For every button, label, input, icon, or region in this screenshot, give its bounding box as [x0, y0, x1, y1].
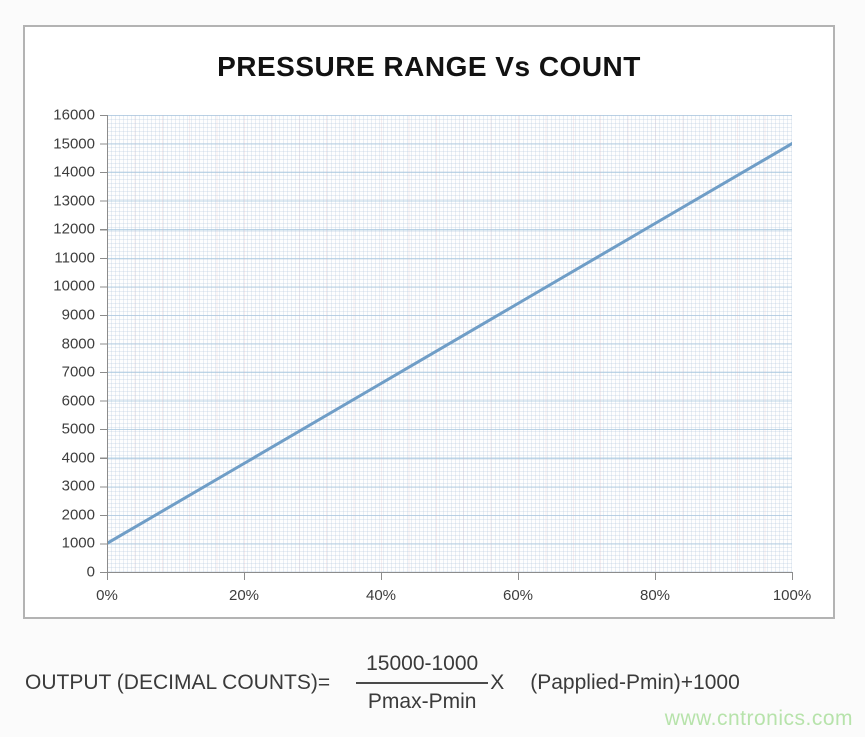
x-tick-label: 20%: [228, 587, 260, 604]
fraction-denominator: Pmax-Pmin: [367, 690, 477, 713]
y-tick-label: 15000: [53, 135, 95, 153]
y-tick-label: 14000: [53, 163, 95, 181]
watermark: www.cntronics.com: [664, 707, 853, 730]
data-line: [107, 142, 792, 545]
y-tick-label: 5000: [61, 420, 95, 438]
x-tick-label: 100%: [772, 587, 812, 604]
y-tick-label: 0: [86, 563, 95, 581]
x-tick-label: 80%: [639, 587, 671, 604]
y-tick-label: 13000: [53, 192, 95, 210]
chart-frame: PRESSURE RANGE Vs COUNT 16000 15000 14000 1…: [23, 25, 835, 619]
x-tick-label: 40%: [365, 587, 397, 604]
x-tick-label: 0%: [96, 587, 118, 604]
y-tick-label: 4000: [61, 449, 95, 467]
y-tick-label: 1000: [61, 534, 95, 552]
fraction-bar: [356, 682, 489, 684]
y-tick-label: 3000: [61, 477, 95, 495]
fraction-numerator: 15000-1000: [366, 652, 479, 675]
y-tick-label: 11000: [54, 249, 95, 267]
chart-title: PRESSURE RANGE Vs COUNT: [217, 51, 641, 82]
y-tick-label: 10000: [53, 277, 95, 295]
x-axis-ticks: [107, 573, 793, 580]
x-axis-line: [107, 572, 793, 573]
y-tick-label: 12000: [53, 220, 95, 238]
y-tick-label: 16000: [53, 106, 95, 124]
y-tick-label: 8000: [61, 335, 95, 352]
y-tick-label: 9000: [61, 306, 95, 324]
y-axis-labels: 16000 15000 14000 13000 12000 11000 10000 9000 8…: [25, 107, 95, 581]
y-tick-label: 6000: [61, 392, 95, 410]
y-tick-label: 2000: [61, 506, 95, 524]
formula-fraction: 15000-1000 Pmax-Pmin: [356, 652, 489, 714]
y-tick-label: 7000: [61, 363, 95, 381]
multiply-sign: X: [490, 671, 505, 694]
plot-area: [107, 115, 792, 572]
y-axis-ticks: [100, 115, 107, 573]
formula-rhs: (Papplied-Pmin)+1000: [530, 671, 740, 694]
x-axis-labels: 0% 20% 40% 60% 80% 100%: [96, 585, 811, 607]
formula-lhs: OUTPUT (DECIMAL COUNTS)=: [25, 671, 331, 694]
y-axis-line: [107, 115, 108, 573]
formula: OUTPUT (DECIMAL COUNTS)= 15000-1000 Pmax…: [25, 633, 840, 733]
x-tick-label: 60%: [502, 587, 534, 604]
data-line-svg: [107, 142, 792, 545]
